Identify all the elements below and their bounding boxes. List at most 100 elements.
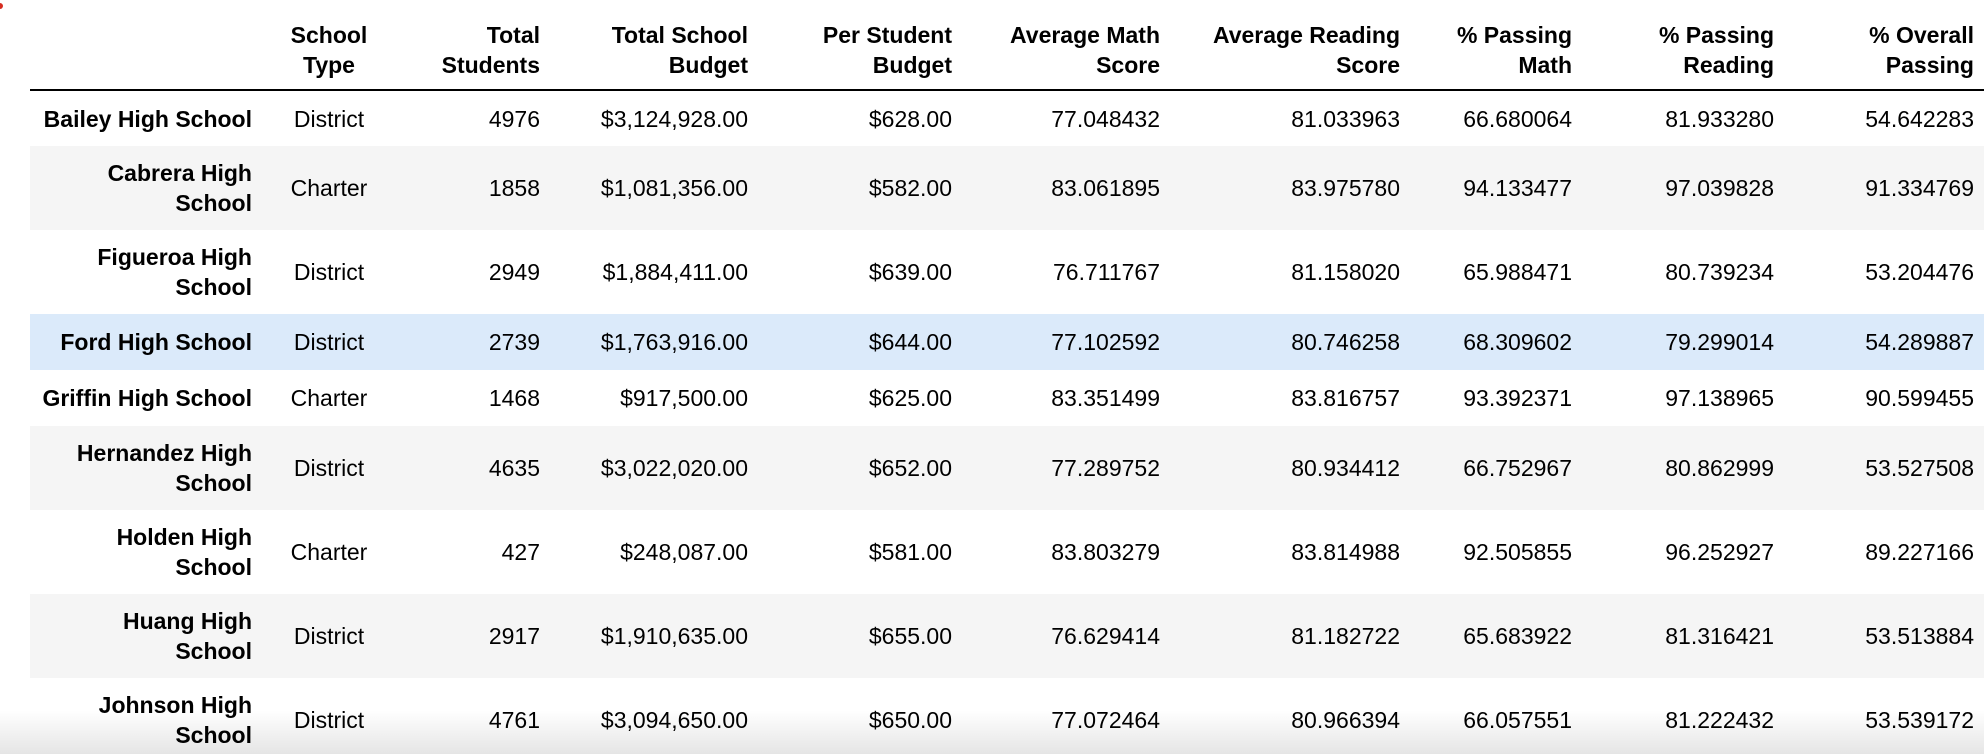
row-index-school: Bailey High School [43,105,252,132]
cell-pct-reading: 97.039828 [1665,175,1774,201]
cell-pct-math: 94.133477 [1463,175,1572,201]
cell-pct-reading: 97.138965 [1665,385,1774,411]
cell-pct-math: 68.309602 [1463,329,1572,355]
column-header: Average Reading Score [1170,18,1410,91]
cell-pct-math: 93.392371 [1463,385,1572,411]
cell-avg-reading: 83.814988 [1291,539,1400,565]
cell-per-student-budget: $652.00 [868,455,952,481]
column-header: Per Student Budget [758,18,962,91]
cell-avg-math: 77.048432 [1051,105,1160,132]
cell-avg-reading: 81.158020 [1291,259,1400,285]
table-row: Griffin High School Charter 1468 $917,50… [30,370,1984,426]
cell-school-type: Charter [290,539,368,565]
column-header: School Type [262,18,396,91]
cell-pct-reading: 80.862999 [1665,455,1774,481]
cell-pct-math: 66.680064 [1463,105,1572,132]
column-header: Average Math Score [962,18,1170,91]
cell-avg-reading: 83.975780 [1291,175,1400,201]
cell-school-type: Charter [290,385,368,411]
cell-total-budget: $1,763,916.00 [600,329,748,355]
cell-avg-math: 77.289752 [1051,455,1160,481]
cell-avg-reading: 80.934412 [1291,455,1400,481]
cell-pct-reading: 81.316421 [1665,623,1774,649]
cell-total-students: 4976 [488,105,540,132]
cell-pct-math: 65.988471 [1463,259,1572,285]
table-row: Holden High School Charter 427 $248,087.… [30,510,1984,594]
row-index-school: Cabrera High School [107,160,252,216]
cell-per-student-budget: $625.00 [868,385,952,411]
cell-avg-math: 76.711767 [1052,259,1160,285]
cell-per-student-budget: $582.00 [868,175,952,201]
cell-school-type: District [293,259,365,285]
column-header: % Passing Reading [1582,18,1784,91]
table-row: Johnson High School District 4761 $3,094… [30,678,1984,754]
cell-pct-overall: 54.642283 [1865,105,1974,132]
cell-school-type: Charter [290,175,368,201]
cell-per-student-budget: $650.00 [868,707,952,733]
cell-pct-reading: 81.222432 [1665,707,1774,733]
cell-pct-math: 66.057551 [1463,707,1572,733]
cell-pct-reading: 81.933280 [1665,105,1774,132]
table-row: Cabrera High School Charter 1858 $1,081,… [30,146,1984,230]
cell-avg-math: 83.803279 [1051,539,1160,565]
cell-per-student-budget: $644.00 [868,329,952,355]
table-row: Hernandez High School District 4635 $3,0… [30,426,1984,510]
cell-pct-math: 66.752967 [1463,455,1572,481]
row-index-school: Figueroa High School [97,244,252,300]
row-index-school: Huang High School [122,608,252,664]
cell-total-students: 2949 [488,259,540,285]
row-index-school: Ford High School [60,329,252,355]
dataframe-output: School Type Total Students Total School … [30,18,1984,754]
cell-total-students: 2739 [488,329,540,355]
cell-pct-math: 92.505855 [1463,539,1572,565]
cell-total-budget: $1,884,411.00 [602,259,748,285]
red-dot-marker [0,3,3,9]
index-header [30,18,262,91]
cell-total-budget: $3,094,650.00 [600,707,748,733]
cell-pct-overall: 53.539172 [1865,707,1974,733]
cell-total-students: 1858 [488,175,540,201]
cell-school-type: District [293,105,365,132]
column-header: Total School Budget [550,18,758,91]
cell-pct-reading: 80.739234 [1665,259,1774,285]
cell-avg-reading: 81.182722 [1291,623,1400,649]
cell-school-type: District [293,329,365,355]
cell-total-budget: $917,500.00 [620,385,748,411]
school-summary-table: School Type Total Students Total School … [30,18,1984,754]
cell-per-student-budget: $628.00 [868,105,952,132]
cell-total-budget: $1,081,356.00 [600,175,748,201]
cell-pct-overall: 91.334769 [1865,175,1974,201]
cell-avg-reading: 81.033963 [1291,105,1400,132]
cell-avg-math: 76.629414 [1051,623,1160,649]
row-index-school: Holden High School [116,524,252,580]
row-index-school: Hernandez High School [76,440,252,496]
cell-pct-reading: 96.252927 [1665,539,1774,565]
cell-per-student-budget: $639.00 [868,259,952,285]
cell-pct-overall: 54.289887 [1865,329,1974,355]
cell-total-students: 2917 [488,623,540,649]
cell-avg-math: 77.102592 [1051,329,1160,355]
cell-pct-overall: 90.599455 [1865,385,1974,411]
column-header: % Overall Passing [1784,18,1984,91]
cell-total-students: 4635 [488,455,540,481]
row-index-school: Johnson High School [98,692,252,748]
cell-avg-reading: 80.966394 [1291,707,1400,733]
cell-total-budget: $3,124,928.00 [600,105,748,132]
cell-per-student-budget: $655.00 [868,623,952,649]
cell-total-budget: $248,087.00 [620,539,748,565]
column-header: Total Students [396,18,550,91]
cell-total-budget: $1,910,635.00 [600,623,748,649]
cell-pct-reading: 79.299014 [1665,329,1774,355]
cell-pct-overall: 53.204476 [1865,259,1974,285]
cell-total-students: 427 [501,539,540,565]
cell-total-students: 4761 [488,707,540,733]
header-row: School Type Total Students Total School … [30,18,1984,91]
table-row: Bailey High School District 4976 $3,124,… [30,90,1984,146]
cell-total-students: 1468 [488,385,540,411]
cell-avg-math: 83.351499 [1051,385,1160,411]
cell-school-type: District [293,623,365,649]
cell-avg-math: 77.072464 [1051,707,1160,733]
cell-avg-reading: 83.816757 [1291,385,1400,411]
cell-total-budget: $3,022,020.00 [600,455,748,481]
cell-school-type: District [293,455,365,481]
